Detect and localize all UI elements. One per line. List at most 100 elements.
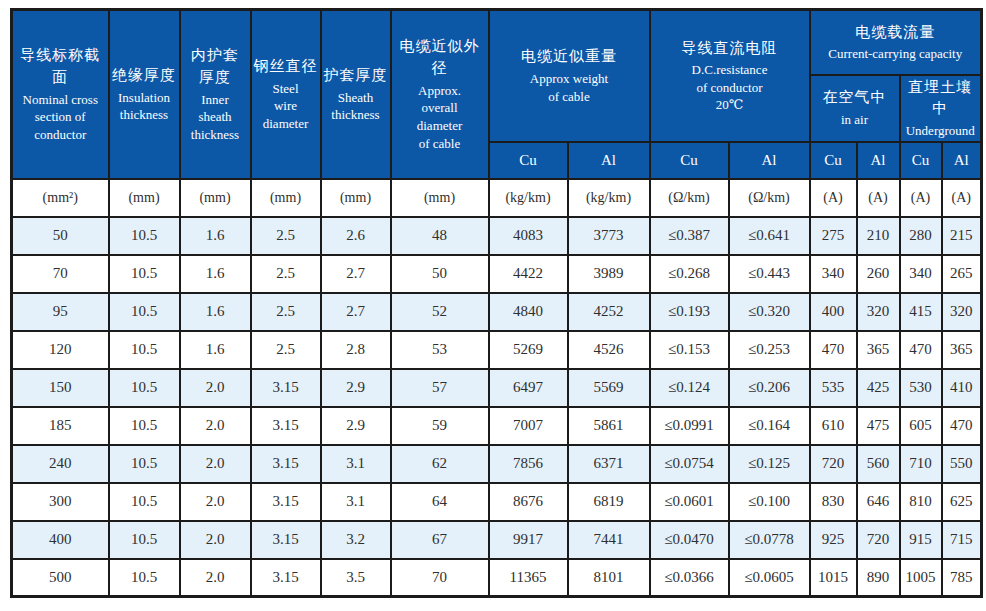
cell: 3773 bbox=[568, 217, 650, 255]
cell: 4083 bbox=[489, 217, 568, 255]
cell: 2.5 bbox=[251, 255, 321, 293]
cell: 410 bbox=[942, 369, 982, 407]
header-label-zh: 内护套 厚度 bbox=[183, 45, 248, 89]
cell: 625 bbox=[942, 483, 982, 521]
cell: 5569 bbox=[568, 369, 650, 407]
cell: 2.0 bbox=[180, 483, 251, 521]
table-row: 24010.52.03.153.16278566371≤0.0754≤0.125… bbox=[12, 445, 982, 483]
cable-spec-table: 导线标称截面 Nominal cross section of conducto… bbox=[10, 8, 983, 598]
cell: 50 bbox=[391, 255, 489, 293]
header-label-zh: 直埋土壤中 bbox=[903, 77, 979, 121]
group-header-current-capacity: 电缆载流量 Current-carrying capacity bbox=[810, 10, 982, 75]
header-label-en: Approx weight of cable bbox=[492, 70, 647, 105]
cell: 265 bbox=[942, 255, 982, 293]
cell: 70 bbox=[391, 559, 489, 597]
cell: 3.1 bbox=[321, 483, 391, 521]
col-header-sheath-thickness: 护套厚度 Sheath thickness bbox=[321, 10, 391, 179]
cell: 57 bbox=[391, 369, 489, 407]
header-label-zh: 绝缘厚度 bbox=[112, 65, 177, 87]
cell: 830 bbox=[810, 483, 857, 521]
col-header-overall-diameter: 电缆近似外径 Approx. overall diameter of cable bbox=[391, 10, 489, 179]
cell: ≤0.153 bbox=[650, 331, 729, 369]
cell: 1.6 bbox=[180, 293, 251, 331]
unit-cell: (mm) bbox=[391, 179, 489, 217]
cell: 50 bbox=[12, 217, 109, 255]
cell: 300 bbox=[12, 483, 109, 521]
units-row: (mm²) (mm) (mm) (mm) (mm) (mm) (kg/km) (… bbox=[12, 179, 982, 217]
unit-cell: (mm) bbox=[321, 179, 391, 217]
table-row: 5010.51.62.52.64840833773≤0.387≤0.641275… bbox=[12, 217, 982, 255]
cell: 2.0 bbox=[180, 369, 251, 407]
cell: ≤0.387 bbox=[650, 217, 729, 255]
cell: 3.15 bbox=[251, 445, 321, 483]
cell: 11365 bbox=[489, 559, 568, 597]
cell: 925 bbox=[810, 521, 857, 559]
cell: 53 bbox=[391, 331, 489, 369]
table-row: 7010.51.62.52.75044223989≤0.268≤0.443340… bbox=[12, 255, 982, 293]
table-body: 5010.51.62.52.64840833773≤0.387≤0.641275… bbox=[12, 217, 982, 597]
cell: 3.5 bbox=[321, 559, 391, 597]
col-header-nominal-section: 导线标称截面 Nominal cross section of conducto… bbox=[12, 10, 109, 179]
subgroup-header-in-air: 在空气中 in air bbox=[810, 75, 900, 142]
cell: 2.7 bbox=[321, 255, 391, 293]
cell: 9917 bbox=[489, 521, 568, 559]
cell: 70 bbox=[12, 255, 109, 293]
cell: 3.15 bbox=[251, 483, 321, 521]
cell: 4252 bbox=[568, 293, 650, 331]
cell: 720 bbox=[857, 521, 900, 559]
cell: 64 bbox=[391, 483, 489, 521]
cell: 715 bbox=[942, 521, 982, 559]
cell: ≤0.0470 bbox=[650, 521, 729, 559]
header-label-zh: 电缆近似重量 bbox=[492, 46, 647, 68]
cell: 62 bbox=[391, 445, 489, 483]
cell: 2.0 bbox=[180, 445, 251, 483]
cell: 6371 bbox=[568, 445, 650, 483]
cell: 340 bbox=[900, 255, 942, 293]
cell: 10.5 bbox=[109, 369, 180, 407]
cell: 2.5 bbox=[251, 331, 321, 369]
header-label-zh: 钢丝直径 bbox=[254, 56, 318, 78]
table-row: 40010.52.03.153.26799177441≤0.0470≤0.077… bbox=[12, 521, 982, 559]
unit-cell: (mm) bbox=[251, 179, 321, 217]
cell: ≤0.641 bbox=[729, 217, 810, 255]
cell: 2.9 bbox=[321, 369, 391, 407]
cell: 2.0 bbox=[180, 559, 251, 597]
cell: 2.7 bbox=[321, 293, 391, 331]
cell: 320 bbox=[857, 293, 900, 331]
cell: 530 bbox=[900, 369, 942, 407]
cell: 3.15 bbox=[251, 559, 321, 597]
cell: 59 bbox=[391, 407, 489, 445]
cell: ≤0.268 bbox=[650, 255, 729, 293]
cell: 535 bbox=[810, 369, 857, 407]
conductor-header-al: Al bbox=[729, 142, 810, 179]
conductor-header-al: Al bbox=[857, 142, 900, 179]
cell: 10.5 bbox=[109, 559, 180, 597]
cell: 67 bbox=[391, 521, 489, 559]
cell: 2.6 bbox=[321, 217, 391, 255]
col-header-steel-wire: 钢丝直径 Steel wire diameter bbox=[251, 10, 321, 179]
cell: 48 bbox=[391, 217, 489, 255]
header-label-zh: 护套厚度 bbox=[324, 65, 388, 87]
cell: 425 bbox=[857, 369, 900, 407]
cell: 6819 bbox=[568, 483, 650, 521]
header-label-en: D.C.resistance of conductor 20℃ bbox=[653, 61, 807, 114]
cell: 95 bbox=[12, 293, 109, 331]
cell: ≤0.0754 bbox=[650, 445, 729, 483]
cell: ≤0.0778 bbox=[729, 521, 810, 559]
cell: 210 bbox=[857, 217, 900, 255]
cell: ≤0.443 bbox=[729, 255, 810, 293]
cell: 470 bbox=[942, 407, 982, 445]
cell: 185 bbox=[12, 407, 109, 445]
cell: 365 bbox=[942, 331, 982, 369]
cell: 3.15 bbox=[251, 407, 321, 445]
cell: 4840 bbox=[489, 293, 568, 331]
cell: ≤0.206 bbox=[729, 369, 810, 407]
cell: 4422 bbox=[489, 255, 568, 293]
header-label-en: Sheath thickness bbox=[324, 89, 388, 124]
header-label-en: Current-carrying capacity bbox=[813, 45, 979, 63]
header-label-en: Underground bbox=[903, 122, 979, 140]
cell: 470 bbox=[900, 331, 942, 369]
cell: 5269 bbox=[489, 331, 568, 369]
cell: ≤0.164 bbox=[729, 407, 810, 445]
table-row: 12010.51.62.52.85352694526≤0.153≤0.25347… bbox=[12, 331, 982, 369]
